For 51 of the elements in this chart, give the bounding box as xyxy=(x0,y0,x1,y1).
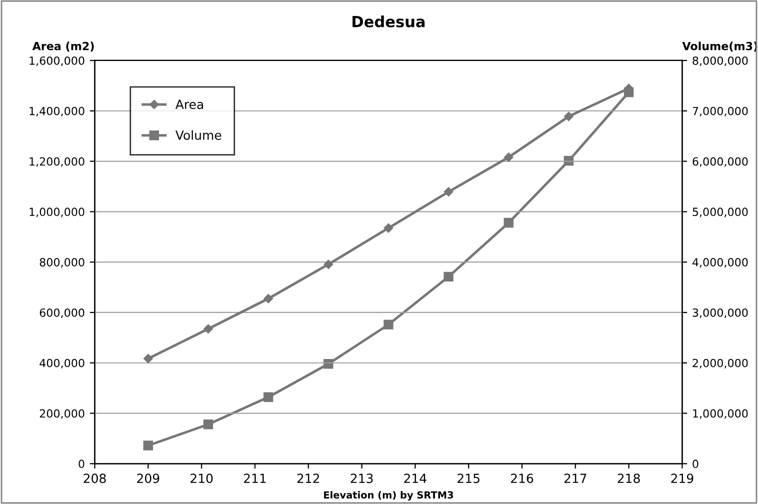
legend-label: Area xyxy=(175,100,203,110)
point xyxy=(384,223,394,233)
y2-tick-label: 6,000,000 xyxy=(692,157,748,167)
point xyxy=(203,420,214,430)
y2-tick-label: 7,000,000 xyxy=(692,106,748,116)
y2-tick-label: 4,000,000 xyxy=(692,258,748,268)
y-tick-label: 600,000 xyxy=(40,308,84,318)
chart-title: Dedesua xyxy=(352,16,425,28)
point xyxy=(504,152,514,162)
y2-tick-label: 2,000,000 xyxy=(692,358,748,368)
y-tick-label: 1,400,000 xyxy=(30,106,84,116)
x-tick-label: 209 xyxy=(137,474,160,484)
y2-tick-label: 0 xyxy=(692,460,698,468)
y-tick-label: 400,000 xyxy=(40,358,84,368)
y-axis-title: Area (m2) xyxy=(32,42,94,52)
point xyxy=(384,320,394,330)
y-tick-label: 1,200,000 xyxy=(30,157,84,167)
y-tick-label: 0 xyxy=(78,460,84,468)
y2-tick-label: 8,000,000 xyxy=(692,56,748,66)
x-tick-label: 215 xyxy=(458,474,480,484)
point xyxy=(144,354,153,364)
x-tick-label: 217 xyxy=(564,474,586,483)
point xyxy=(324,260,334,269)
point xyxy=(204,324,213,334)
x-tick-label: 213 xyxy=(350,474,373,484)
x-tick-label: 216 xyxy=(510,474,534,484)
point xyxy=(264,294,273,304)
point xyxy=(444,272,454,282)
point xyxy=(263,392,274,402)
y-tick-label: 1,000,000 xyxy=(30,208,84,218)
y2-tick-label: 3,000,000 xyxy=(692,308,748,318)
y-tick-label: 800,000 xyxy=(40,258,84,268)
x-tick-label: 218 xyxy=(618,474,640,484)
point xyxy=(324,359,334,369)
x-tick-label: 219 xyxy=(671,474,694,484)
y-tick-label: 200,000 xyxy=(40,409,84,419)
x-tick-label: 208 xyxy=(84,474,106,484)
y2-tick-label: 5,000,000 xyxy=(692,208,748,218)
x-axis-title: Elevation (m) by SRTM3 xyxy=(324,491,454,501)
x-tick-label: 212 xyxy=(297,474,320,483)
x-tick-label: 210 xyxy=(190,474,213,484)
point xyxy=(504,218,514,228)
legend-label: Volume xyxy=(175,130,222,140)
y2-tick-label: 1,000,000 xyxy=(693,409,748,419)
y-tick-label: 1,600,000 xyxy=(30,56,84,66)
x-tick-label: 214 xyxy=(404,474,426,483)
x-tick-label: 211 xyxy=(244,474,266,483)
point xyxy=(444,187,454,196)
point xyxy=(143,440,154,450)
point xyxy=(564,112,574,122)
y2-axis-title: Volume(m3) xyxy=(682,42,758,52)
